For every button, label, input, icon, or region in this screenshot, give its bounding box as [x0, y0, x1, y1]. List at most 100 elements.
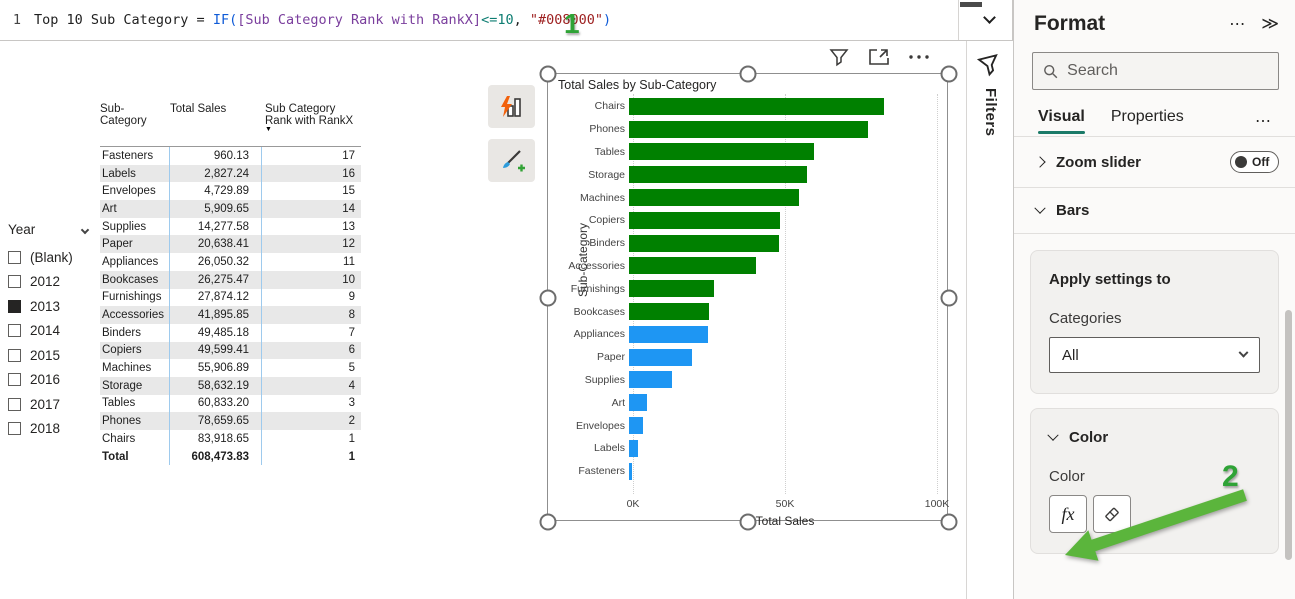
table-row[interactable]: Paper 20,638.41 12: [100, 235, 361, 254]
checkbox-unchecked[interactable]: [8, 250, 21, 264]
collapse-pane-icon[interactable]: ≫: [1261, 14, 1279, 33]
table-row[interactable]: Supplies 14,277.58 13: [100, 217, 361, 236]
chevron-down-icon: [1238, 347, 1249, 358]
slicer-item[interactable]: 2015: [8, 343, 94, 368]
table-row[interactable]: Machines 55,906.89 5: [100, 359, 361, 377]
bar[interactable]: [629, 325, 709, 343]
checkbox-unchecked[interactable]: [8, 397, 21, 411]
tabs-more-icon[interactable]: ⋯: [1255, 113, 1273, 130]
bar[interactable]: [629, 211, 780, 229]
bar[interactable]: [629, 97, 885, 115]
focus-mode-icon[interactable]: [868, 46, 890, 68]
bar-chart-visual[interactable]: Total Sales by Sub-Category Sub-Category…: [539, 65, 958, 531]
slicer-item[interactable]: (Blank): [8, 245, 94, 270]
table-visual[interactable]: Sub-Category Total Sales Sub Category Ra…: [100, 103, 361, 466]
table-row[interactable]: Labels 2,827.24 16: [100, 164, 361, 183]
dax-formula-bar[interactable]: 1 Top 10 Sub Category = IF([Sub Category…: [0, 0, 1013, 41]
slicer-item[interactable]: 2012: [8, 270, 94, 295]
table-row[interactable]: Furnishings 27,874.12 9: [100, 288, 361, 307]
filters-pane-collapsed[interactable]: Filters: [966, 41, 1013, 599]
column-header-subcategory[interactable]: Sub-Category: [100, 103, 147, 127]
table-row[interactable]: Phones 78,659.65 2: [100, 412, 361, 430]
tab-properties[interactable]: Properties: [1110, 108, 1184, 125]
checkbox-unchecked[interactable]: [8, 275, 21, 289]
table-row[interactable]: Envelopes 4,729.89 15: [100, 182, 361, 201]
bar[interactable]: [629, 303, 709, 321]
table-cell: 41,895.85: [170, 306, 262, 324]
table-row[interactable]: Art 5,909.65 14: [100, 200, 361, 218]
categories-dropdown[interactable]: All: [1049, 337, 1260, 373]
table-row[interactable]: Tables 60,833.20 3: [100, 394, 361, 413]
table-row[interactable]: Storage 58,632.19 4: [100, 376, 361, 395]
format-pane-more-icon[interactable]: ⋯: [1229, 16, 1248, 33]
resize-handle[interactable]: [739, 513, 757, 531]
resize-handle[interactable]: [739, 65, 757, 83]
filters-pane-label[interactable]: Filters: [982, 88, 999, 137]
bar[interactable]: [629, 417, 644, 435]
slicer-item[interactable]: 2018: [8, 417, 94, 442]
filter-icon[interactable]: [976, 49, 1016, 83]
section-zoom-slider[interactable]: Zoom slider Off: [1014, 137, 1295, 187]
resize-handle[interactable]: [539, 65, 557, 83]
table-row[interactable]: Accessories 41,895.85 8: [100, 306, 361, 324]
resize-handle[interactable]: [539, 289, 557, 307]
bar[interactable]: [629, 189, 799, 207]
chevron-down-icon[interactable]: [1034, 202, 1046, 214]
checkbox-unchecked[interactable]: [8, 422, 21, 436]
checkbox-checked[interactable]: [8, 299, 21, 313]
bar[interactable]: [629, 371, 673, 389]
slicer-item[interactable]: 2014: [8, 319, 94, 344]
zoom-slider-toggle[interactable]: Off: [1230, 151, 1279, 173]
resize-handle[interactable]: [539, 513, 557, 531]
section-bars[interactable]: Bars: [1014, 188, 1295, 233]
slicer-item[interactable]: 2017: [8, 392, 94, 417]
formula-scrollbar-thumb[interactable]: [960, 2, 982, 7]
checkbox-unchecked[interactable]: [8, 373, 21, 387]
analyze-insights-button[interactable]: [488, 85, 535, 128]
bar[interactable]: [629, 120, 869, 138]
chevron-right-icon[interactable]: [1034, 156, 1046, 168]
format-visual-button[interactable]: [488, 139, 535, 182]
bar[interactable]: [629, 280, 714, 298]
table-row[interactable]: Bookcases 26,275.47 10: [100, 270, 361, 289]
resize-handle[interactable]: [940, 289, 958, 307]
color-section-header[interactable]: Color: [1047, 429, 1260, 446]
search-input[interactable]: [1067, 62, 1268, 80]
table-row[interactable]: Binders 49,485.18 7: [100, 323, 361, 342]
conditional-formatting-fx-button[interactable]: fx: [1049, 495, 1087, 533]
table-row[interactable]: Appliances 26,050.32 11: [100, 253, 361, 271]
column-header-total-sales[interactable]: Total Sales: [170, 103, 227, 115]
slicer-item[interactable]: 2016: [8, 368, 94, 393]
slicer-item[interactable]: 2013: [8, 294, 94, 319]
filter-icon[interactable]: [828, 46, 850, 68]
resize-handle[interactable]: [940, 513, 958, 531]
bar[interactable]: [629, 439, 638, 457]
table-row[interactable]: Fasteners 960.13 17: [100, 147, 361, 165]
categories-dropdown-value: All: [1062, 346, 1079, 364]
checkbox-unchecked[interactable]: [8, 324, 21, 338]
bar[interactable]: [629, 234, 780, 252]
table-row[interactable]: Copiers 49,599.41 6: [100, 341, 361, 360]
bar[interactable]: [629, 462, 632, 480]
chevron-down-icon[interactable]: [80, 225, 90, 234]
table-row[interactable]: Chairs 83,918.65 1: [100, 430, 361, 448]
format-search-box[interactable]: [1032, 52, 1279, 90]
reset-to-default-button[interactable]: [1093, 495, 1131, 533]
checkbox-unchecked[interactable]: [8, 348, 21, 362]
bar[interactable]: [629, 348, 692, 366]
resize-handle[interactable]: [940, 65, 958, 83]
bar[interactable]: [629, 394, 647, 412]
pane-scrollbar[interactable]: [1285, 310, 1292, 560]
formula-expand-chevron-icon[interactable]: [983, 11, 996, 24]
bar-row: Furnishings: [548, 277, 937, 300]
column-header-rank[interactable]: Sub Category Rank with RankX ▼: [262, 103, 361, 144]
bar[interactable]: [629, 143, 814, 161]
chevron-down-icon[interactable]: [1047, 429, 1059, 441]
slicer-header[interactable]: Year: [8, 222, 94, 237]
dax-formula-text[interactable]: Top 10 Sub Category = IF([Sub Category R…: [34, 12, 1012, 28]
bar[interactable]: [629, 166, 808, 184]
bar[interactable]: [629, 257, 757, 275]
tab-visual[interactable]: Visual: [1038, 108, 1085, 134]
more-options-icon[interactable]: [908, 46, 930, 68]
table-total-row[interactable]: Total 608,473.83 1: [100, 447, 361, 466]
